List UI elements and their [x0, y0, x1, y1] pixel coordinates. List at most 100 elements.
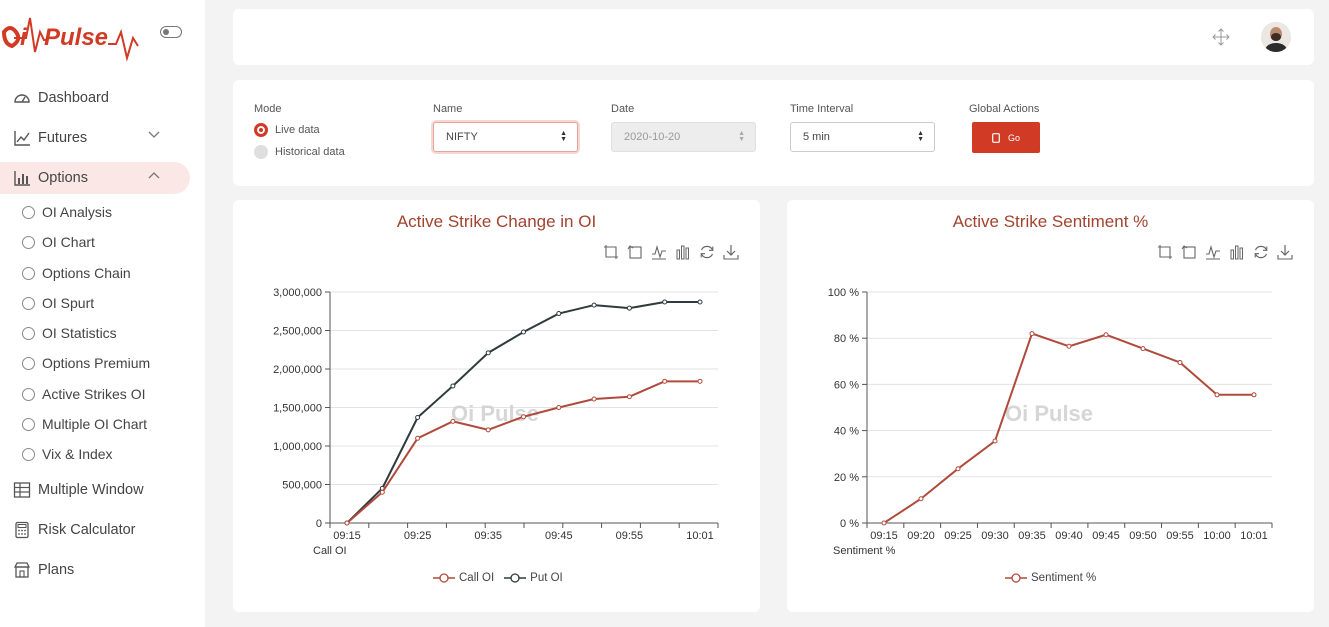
legend-item-put-oi[interactable]: Put OI: [504, 572, 563, 584]
circle-icon: [22, 387, 35, 401]
zoom-reset-icon[interactable]: [627, 244, 643, 260]
x-axis-title: Sentiment %: [833, 545, 896, 557]
data-point: [485, 350, 491, 356]
download-icon[interactable]: [1277, 244, 1293, 260]
zoom-icon[interactable]: [603, 244, 619, 260]
sidebar-subitem-options-chain[interactable]: Options Chain: [22, 261, 131, 285]
sidebar-toggle[interactable]: [160, 26, 182, 38]
y-tick-label: 100 %: [828, 287, 859, 299]
go-button[interactable]: Go: [972, 122, 1040, 153]
y-tick-label: 2,000,000: [273, 364, 322, 376]
y-tick-label: 3,000,000: [273, 287, 322, 299]
sidebar-subitem-options-premium[interactable]: Options Premium: [22, 351, 150, 375]
sidebar-item-risk-calculator[interactable]: Risk Calculator: [0, 514, 190, 546]
data-point: [697, 299, 703, 305]
radio-historical-data[interactable]: Historical data: [254, 145, 345, 159]
bar-chart-toggle-icon[interactable]: [675, 244, 691, 260]
sidebar-subitem-oi-statistics[interactable]: OI Statistics: [22, 321, 117, 345]
bar-chart-toggle-icon[interactable]: [1229, 244, 1245, 260]
restore-icon[interactable]: [1253, 244, 1269, 260]
chart-toolbox: [603, 244, 739, 260]
data-point: [662, 378, 668, 384]
table-icon: [12, 480, 32, 500]
x-tick-label: 09:45: [545, 530, 573, 542]
radio-live-data[interactable]: Live data: [254, 123, 320, 137]
select-arrows-icon: ▲ ▼: [560, 130, 567, 143]
date-label: Date: [611, 103, 635, 115]
radio-checked-icon: [254, 123, 268, 137]
y-tick-label: 1,500,000: [273, 403, 322, 415]
chevron-up-icon[interactable]: [148, 171, 160, 179]
sidebar-subitem-vix-index[interactable]: Vix & Index: [22, 442, 113, 466]
sidebar: i Pulse Dashboard Futures Options OI Ana…: [0, 0, 205, 627]
series-line: [883, 332, 1254, 524]
x-tick-label: 09:55: [616, 530, 644, 542]
sidebar-item-multiple-window[interactable]: Multiple Window: [0, 474, 190, 506]
data-point: [591, 302, 597, 308]
user-avatar[interactable]: [1261, 22, 1291, 52]
sidebar-item-options[interactable]: Options: [0, 162, 190, 194]
oipulse-logo[interactable]: i Pulse: [0, 12, 150, 62]
circle-icon: [22, 296, 35, 310]
sidebar-item-label: Risk Calculator: [38, 522, 136, 538]
select-arrows-icon: ▲ ▼: [917, 130, 924, 143]
data-point: [1029, 331, 1035, 337]
data-point: [450, 383, 456, 389]
line-chart-toggle-icon[interactable]: [651, 244, 667, 260]
global-actions-label: Global Actions: [969, 103, 1040, 115]
circle-icon: [22, 235, 35, 249]
watermark: Oi Pulse: [1005, 401, 1093, 426]
filter-panel: Mode Live data Historical data Name NIFT…: [233, 80, 1314, 186]
date-select-value: 2020-10-20: [624, 131, 681, 143]
sidebar-subitem-label: OI Chart: [42, 234, 95, 250]
legend-line-icon: [433, 573, 455, 583]
download-icon[interactable]: [723, 244, 739, 260]
name-select-value: NIFTY: [446, 131, 478, 143]
zoom-reset-icon[interactable]: [1181, 244, 1197, 260]
sidebar-subitem-active-strikes-oi[interactable]: Active Strikes OI: [22, 382, 145, 406]
data-point: [415, 415, 421, 421]
sidebar-subitem-multiple-oi-chart[interactable]: Multiple OI Chart: [22, 412, 147, 436]
fullscreen-move-icon[interactable]: [1211, 27, 1231, 47]
data-point: [379, 489, 385, 495]
sidebar-subitem-oi-chart[interactable]: OI Chart: [22, 230, 95, 254]
name-label: Name: [433, 103, 463, 115]
go-button-label: Go: [1007, 132, 1020, 143]
zoom-icon[interactable]: [1157, 244, 1173, 260]
document-icon: [992, 132, 1000, 143]
chart-card-sentiment: 0 % 20 % 40 % 60 % 80 % 100 % 09:15 09:20 09:25 0…: [787, 200, 1314, 612]
x-tick-label: 09:20: [907, 530, 935, 542]
sidebar-subitem-oi-analysis[interactable]: OI Analysis: [22, 200, 112, 224]
x-tick-label: 09:55: [1166, 530, 1194, 542]
y-tick-label: 0 %: [840, 518, 859, 530]
data-point: [1140, 346, 1146, 352]
mode-label: Mode: [254, 103, 282, 115]
restore-icon[interactable]: [699, 244, 715, 260]
sidebar-subitem-oi-spurt[interactable]: OI Spurt: [22, 291, 94, 315]
sidebar-subitem-label: Active Strikes OI: [42, 386, 146, 402]
chart-change-in-oi: 0 500,000 1,000,000 1,500,000 2,000,000 2,500…: [273, 287, 719, 557]
sidebar-item-futures[interactable]: Futures: [0, 122, 190, 154]
sidebar-item-dashboard[interactable]: Dashboard: [0, 82, 190, 114]
data-point: [521, 329, 526, 335]
store-icon: [12, 560, 32, 580]
line-chart-icon: [12, 128, 32, 148]
sidebar-subitem-label: Multiple OI Chart: [42, 416, 148, 432]
radio-label: Live data: [275, 124, 320, 136]
y-tick-label: 20 %: [834, 472, 859, 484]
date-select[interactable]: 2020-10-20 ▲ ▼: [611, 122, 756, 152]
name-select[interactable]: NIFTY ▲ ▼: [433, 122, 578, 152]
data-point: [415, 435, 421, 441]
time-interval-select[interactable]: 5 min ▲ ▼: [790, 122, 935, 152]
line-chart-toggle-icon[interactable]: [1205, 244, 1221, 260]
avatar-image: [1261, 22, 1291, 52]
dashboard-icon: [12, 88, 32, 108]
chevron-down-icon[interactable]: [148, 131, 160, 139]
sidebar-item-label: Futures: [38, 130, 88, 146]
legend-item-call-oi[interactable]: Call OI: [433, 572, 494, 584]
sidebar-item-plans[interactable]: Plans: [0, 554, 190, 586]
circle-icon: [22, 447, 35, 461]
legend-label: Sentiment %: [1031, 572, 1097, 584]
legend-item-sentiment[interactable]: Sentiment %: [1005, 572, 1096, 584]
watermark: Oi Pulse: [451, 401, 539, 426]
